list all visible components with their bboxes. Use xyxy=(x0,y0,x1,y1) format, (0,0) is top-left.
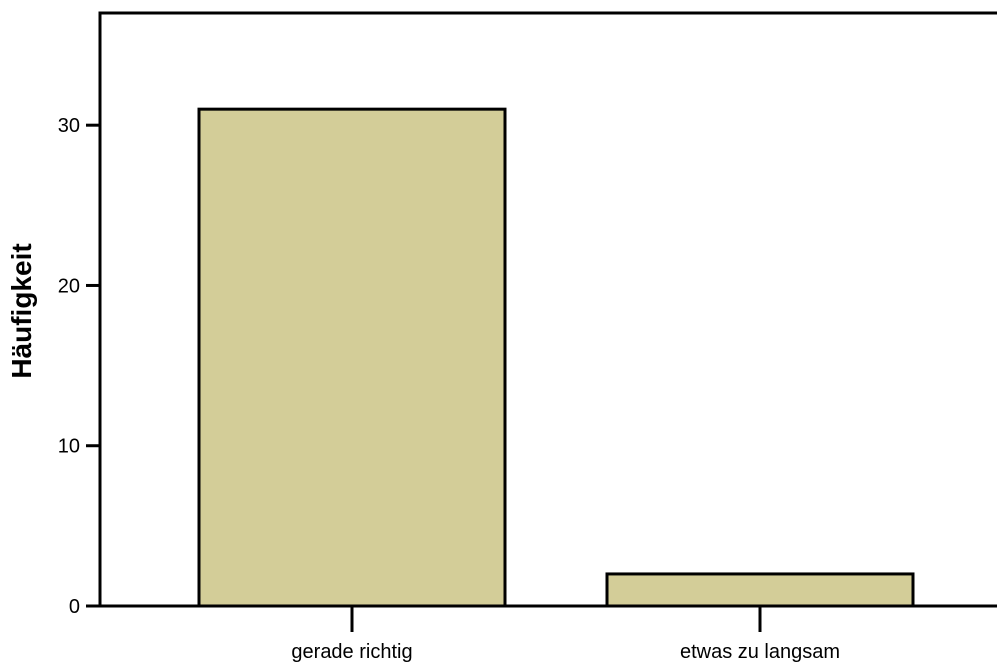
y-axis-label: Häufigkeit xyxy=(6,243,37,378)
y-tick-label-20: 20 xyxy=(58,275,80,297)
x-tick-label-2: etwas zu langsam xyxy=(680,641,840,663)
y-tick-label-10: 10 xyxy=(58,436,80,458)
bar-1 xyxy=(197,107,507,608)
x-axis-ticks: gerade richtig etwas zu langsam xyxy=(291,606,840,663)
x-tick-label-1: gerade richtig xyxy=(291,641,412,663)
y-tick-label-0: 0 xyxy=(69,596,80,618)
bars-layer xyxy=(197,107,915,608)
y-axis-ticks: 0 10 20 30 xyxy=(58,115,100,618)
bar-2 xyxy=(605,572,915,608)
y-tick-label-30: 30 xyxy=(58,115,80,137)
